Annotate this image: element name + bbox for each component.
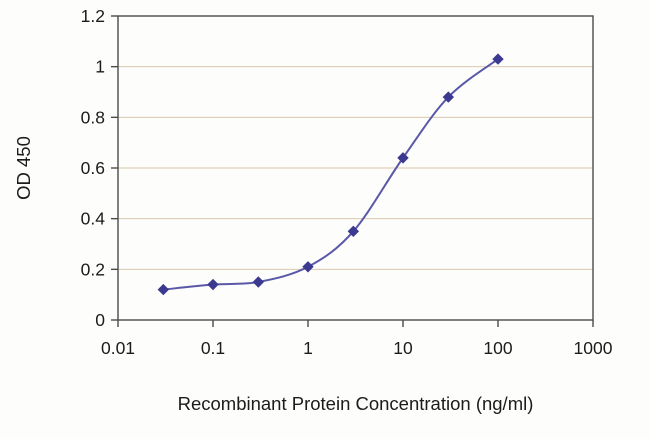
series-line	[163, 58, 499, 291]
data-point-marker	[492, 53, 504, 65]
data-point-marker	[302, 261, 314, 273]
x-tick-label: 10	[393, 338, 413, 358]
x-tick-label: 1	[303, 338, 313, 358]
y-tick-label: 1.2	[81, 6, 105, 26]
y-axis-label: OD 450	[13, 136, 34, 200]
y-tick-label: 0.4	[81, 209, 106, 229]
data-point-marker	[207, 278, 219, 291]
data-point-marker	[397, 152, 409, 164]
x-tick-label: 100	[483, 338, 512, 358]
y-tick-label: 0.6	[81, 158, 105, 178]
x-axis-label: Recombinant Protein Concentration (ng/ml…	[178, 393, 534, 414]
data-point-marker	[347, 225, 360, 238]
y-tick-label: 1	[95, 57, 105, 77]
x-tick-label: 1000	[574, 338, 613, 358]
y-tick-label: 0.2	[81, 259, 105, 279]
data-point-marker	[157, 283, 170, 296]
x-tick-label: 0.01	[101, 338, 135, 358]
data-point-marker	[252, 276, 265, 288]
x-tick-label: 0.1	[201, 338, 225, 358]
y-tick-label: 0	[95, 310, 105, 330]
data-point-marker	[442, 91, 455, 103]
y-tick-label: 0.8	[81, 107, 105, 127]
